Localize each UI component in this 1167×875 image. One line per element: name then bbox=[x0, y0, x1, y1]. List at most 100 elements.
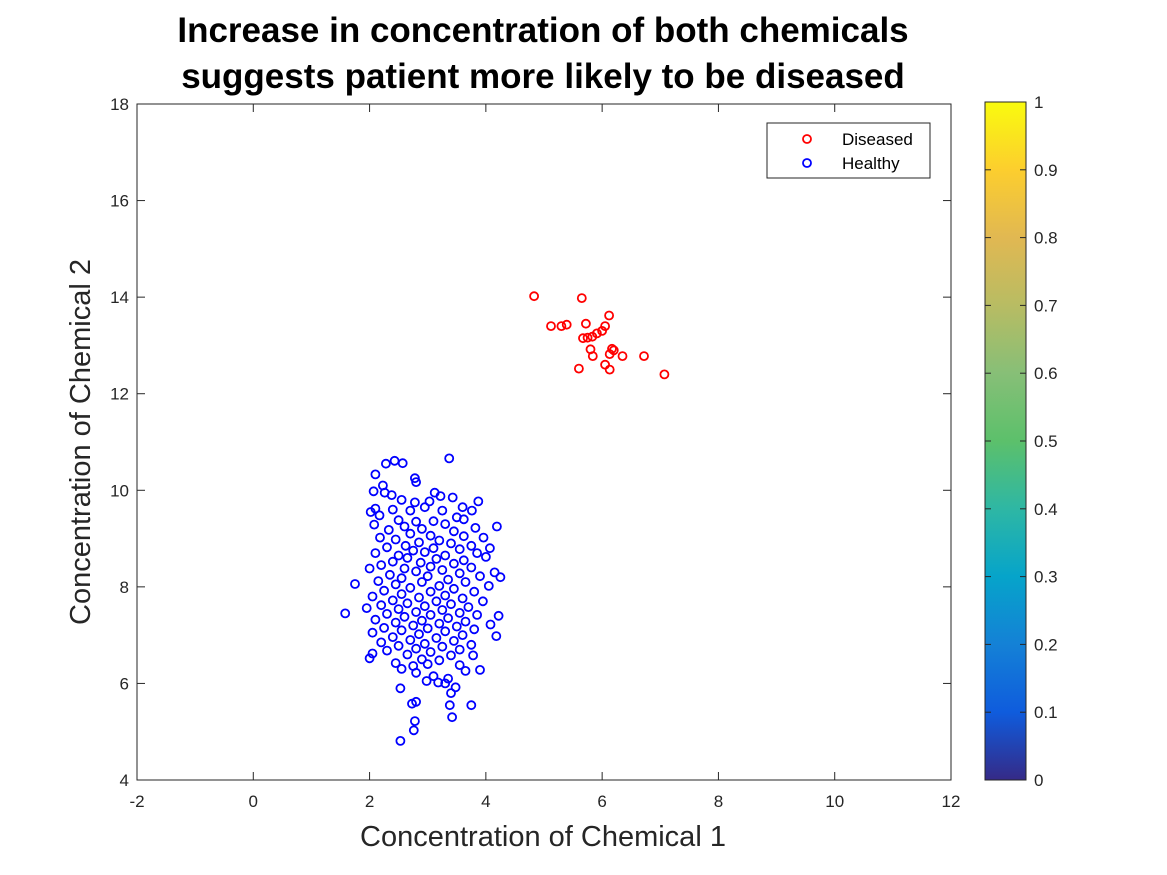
point-healthy bbox=[458, 531, 469, 542]
point-healthy bbox=[460, 616, 471, 627]
point-healthy bbox=[365, 507, 376, 517]
point-diseased bbox=[574, 363, 584, 374]
point-healthy bbox=[411, 607, 422, 617]
point-healthy bbox=[444, 453, 455, 464]
x-tick-label: 10 bbox=[825, 792, 844, 811]
point-healthy bbox=[425, 561, 436, 572]
point-healthy bbox=[451, 621, 462, 632]
point-diseased bbox=[617, 351, 628, 362]
point-healthy bbox=[376, 560, 387, 570]
point-healthy bbox=[422, 571, 433, 582]
colorbar-tick-label: 0.4 bbox=[1034, 500, 1058, 519]
point-healthy bbox=[395, 683, 406, 694]
point-healthy bbox=[478, 532, 489, 543]
point-healthy bbox=[457, 502, 468, 513]
point-healthy bbox=[414, 537, 424, 548]
point-healthy bbox=[419, 638, 430, 649]
y-axis-label: Concentration of Chemical 2 bbox=[65, 259, 97, 625]
y-tick-label: 16 bbox=[110, 192, 129, 211]
scatter-points bbox=[340, 291, 670, 746]
x-axis-label: Concentration of Chemical 1 bbox=[360, 821, 726, 853]
point-diseased bbox=[529, 291, 539, 302]
point-healthy bbox=[440, 590, 451, 601]
x-tick-label: 4 bbox=[481, 792, 490, 811]
point-healthy bbox=[411, 566, 422, 577]
y-tick-label: 12 bbox=[110, 385, 129, 404]
point-healthy bbox=[443, 613, 454, 624]
point-healthy bbox=[466, 540, 477, 551]
point-diseased bbox=[582, 332, 593, 343]
point-healthy bbox=[387, 632, 398, 642]
point-healthy bbox=[472, 548, 483, 558]
point-diseased bbox=[546, 321, 556, 332]
legend-marker-healthy bbox=[802, 158, 812, 168]
point-healthy bbox=[393, 515, 404, 526]
point-healthy bbox=[405, 505, 416, 516]
point-healthy bbox=[396, 625, 407, 636]
point-healthy bbox=[422, 659, 433, 669]
point-healthy bbox=[491, 521, 502, 532]
point-healthy bbox=[443, 574, 454, 585]
point-healthy bbox=[440, 678, 451, 689]
point-diseased bbox=[607, 343, 617, 354]
point-healthy bbox=[454, 544, 465, 555]
chart-title-line-2: suggests patient more likely to be disea… bbox=[181, 57, 905, 96]
point-healthy bbox=[390, 658, 401, 668]
point-healthy bbox=[448, 636, 459, 646]
point-healthy bbox=[416, 615, 427, 626]
point-healthy bbox=[463, 602, 474, 612]
point-healthy bbox=[364, 653, 375, 664]
point-healthy bbox=[448, 583, 459, 594]
point-healthy bbox=[396, 573, 407, 584]
point-healthy bbox=[477, 596, 488, 607]
point-diseased bbox=[581, 318, 591, 329]
point-healthy bbox=[425, 647, 436, 657]
point-diseased bbox=[587, 331, 598, 342]
point-healthy bbox=[379, 623, 390, 633]
point-healthy bbox=[390, 617, 401, 628]
point-diseased bbox=[604, 349, 615, 360]
point-healthy bbox=[493, 610, 504, 621]
point-healthy bbox=[408, 620, 419, 631]
point-healthy bbox=[387, 504, 398, 515]
point-healthy bbox=[434, 581, 445, 591]
point-healthy bbox=[468, 650, 479, 661]
point-healthy bbox=[437, 641, 448, 652]
x-tick-label: 12 bbox=[942, 792, 961, 811]
point-healthy bbox=[370, 548, 381, 558]
y-tick-label: 8 bbox=[120, 578, 129, 597]
point-healthy bbox=[421, 676, 432, 686]
point-healthy bbox=[361, 603, 372, 613]
point-healthy bbox=[460, 666, 471, 676]
point-healthy bbox=[446, 688, 456, 698]
point-healthy bbox=[416, 654, 427, 665]
point-healthy bbox=[409, 716, 420, 726]
point-healthy bbox=[395, 736, 406, 746]
point-healthy bbox=[443, 673, 454, 684]
point-healthy bbox=[446, 650, 456, 661]
point-healthy bbox=[437, 605, 448, 615]
y-axis: 4 6 8 10 12 14 16 18 bbox=[110, 95, 951, 790]
point-healthy bbox=[393, 604, 404, 614]
point-healthy bbox=[350, 579, 360, 589]
y-tick-label: 4 bbox=[120, 771, 129, 790]
x-tick-label: 0 bbox=[249, 792, 258, 811]
point-healthy bbox=[448, 558, 459, 569]
point-healthy bbox=[454, 644, 465, 655]
point-healthy bbox=[419, 547, 430, 557]
point-healthy bbox=[367, 648, 378, 659]
point-healthy bbox=[375, 532, 385, 543]
point-healthy bbox=[411, 516, 422, 527]
point-healthy bbox=[408, 725, 419, 736]
point-healthy bbox=[390, 579, 401, 590]
point-healthy bbox=[431, 633, 442, 643]
legend: Diseased Healthy bbox=[766, 122, 931, 179]
point-healthy bbox=[414, 592, 424, 603]
point-healthy bbox=[396, 589, 407, 599]
point-healthy bbox=[434, 618, 445, 629]
point-healthy bbox=[473, 496, 484, 507]
point-healthy bbox=[396, 664, 407, 674]
point-healthy bbox=[425, 586, 436, 597]
point-healthy bbox=[480, 552, 491, 562]
